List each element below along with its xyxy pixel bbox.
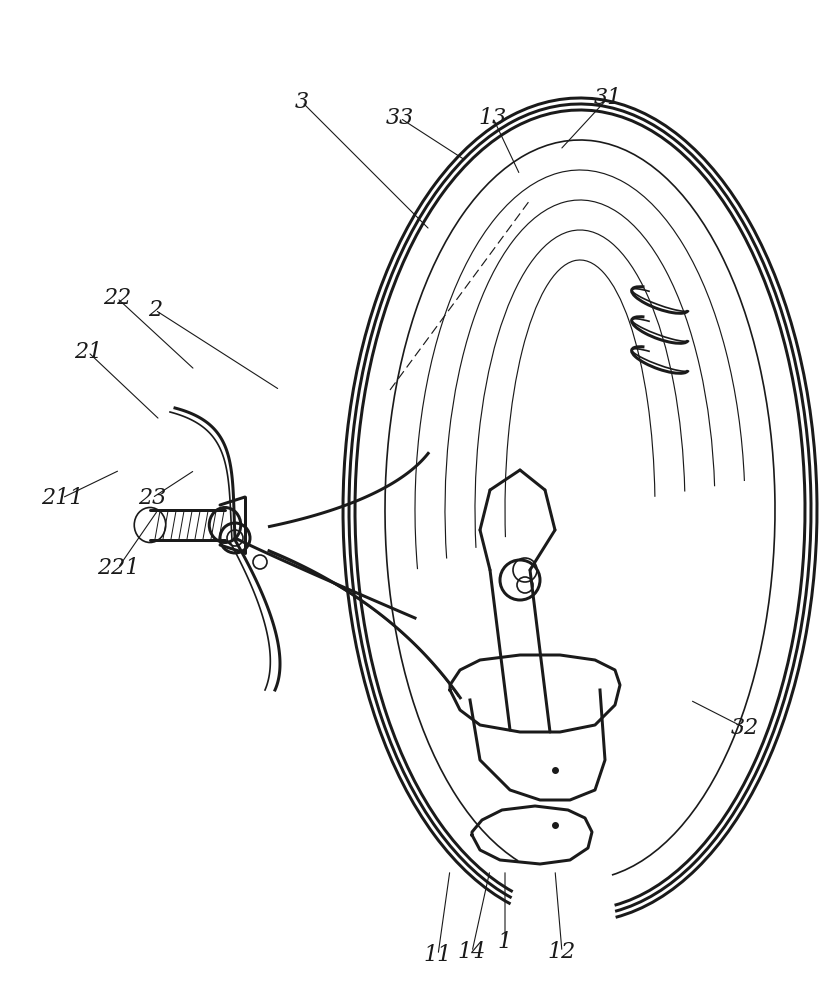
Text: 2: 2 [148, 299, 162, 321]
Text: 23: 23 [138, 487, 166, 509]
Text: 31: 31 [594, 87, 622, 109]
Text: 22: 22 [103, 287, 131, 309]
Text: 11: 11 [424, 944, 452, 966]
Text: 12: 12 [548, 941, 576, 963]
Text: 32: 32 [731, 717, 759, 739]
Text: 1: 1 [498, 931, 512, 953]
Text: 221: 221 [97, 557, 140, 579]
Text: 21: 21 [74, 341, 102, 363]
Text: 3: 3 [295, 91, 309, 113]
Text: 14: 14 [458, 941, 487, 963]
Text: 33: 33 [386, 107, 414, 129]
Text: 13: 13 [479, 107, 507, 129]
Text: 211: 211 [40, 487, 83, 509]
